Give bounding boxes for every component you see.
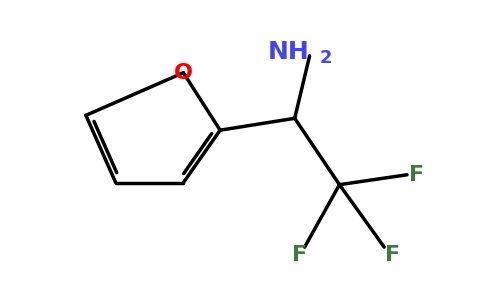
Text: 2: 2 — [319, 49, 332, 67]
Text: NH: NH — [268, 40, 310, 64]
Text: F: F — [292, 245, 307, 265]
Text: F: F — [385, 245, 400, 265]
Text: F: F — [409, 165, 424, 185]
Text: O: O — [174, 63, 193, 83]
